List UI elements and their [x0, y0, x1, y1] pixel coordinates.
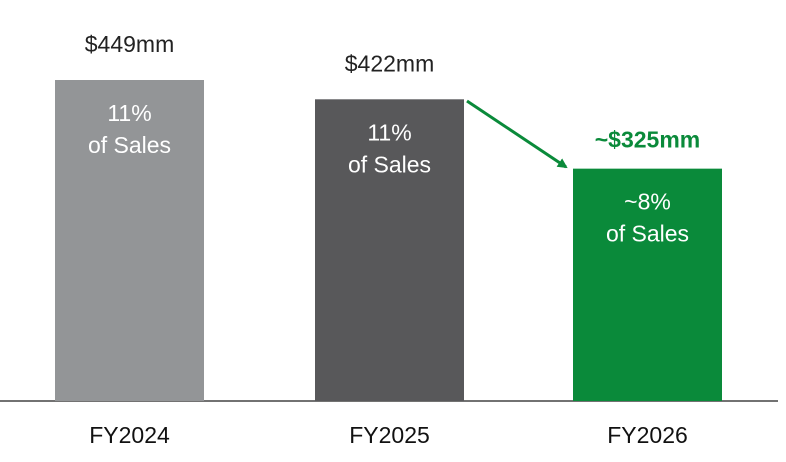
x-tick-label: FY2024 [89, 422, 170, 448]
x-tick-label: FY2026 [607, 422, 688, 448]
value-label: ~$325mm [595, 127, 701, 153]
value-label: $449mm [85, 31, 174, 57]
bar [573, 168, 722, 401]
inner-label: of Sales [348, 151, 431, 177]
inner-label: 11% [367, 119, 411, 145]
x-tick-label: FY2025 [349, 422, 430, 448]
inner-label: of Sales [88, 132, 171, 158]
inner-label: 11% [107, 100, 151, 126]
bar [315, 99, 464, 402]
inner-label: of Sales [606, 221, 689, 247]
trend-arrow [466, 99, 568, 169]
inner-label: ~8% [624, 189, 671, 215]
value-label: $422mm [345, 50, 434, 76]
bar [55, 80, 204, 401]
